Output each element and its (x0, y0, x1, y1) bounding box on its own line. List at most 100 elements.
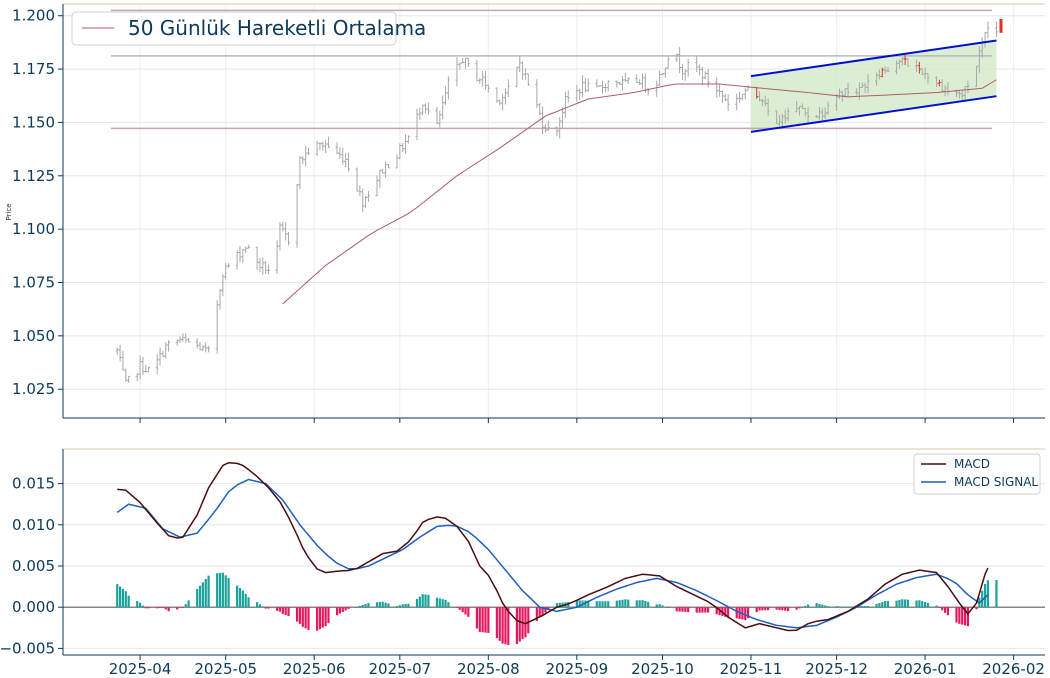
price-bar (678, 47, 682, 74)
histogram-bar (355, 606, 359, 608)
price-legend-box (71, 11, 397, 46)
histogram-bar (815, 603, 818, 608)
price-bar (917, 61, 921, 74)
histogram-bar (176, 607, 179, 610)
histogram-bar (864, 606, 867, 608)
price-bar (680, 64, 684, 81)
price-bar (766, 98, 770, 117)
price-bar (247, 244, 251, 249)
price-bar (498, 99, 502, 106)
price-bar (147, 366, 151, 373)
price-bar (760, 98, 764, 106)
price-bar (555, 126, 559, 137)
macd-axes (62, 448, 1045, 656)
histogram-bar (221, 572, 224, 608)
price-bar (444, 86, 448, 106)
price-bar (823, 107, 827, 120)
histogram-bar (644, 601, 647, 608)
price-y-ticks: 1.025 1.050 1.075 1.100 1.125 1.150 1.175 1.200 (12, 7, 63, 398)
x-tick-label: 2025-04 (109, 660, 172, 678)
histogram-bar (321, 607, 324, 628)
price-bar (366, 191, 370, 202)
histogram-bar (495, 607, 499, 639)
histogram-bar (216, 573, 219, 608)
histogram-bar (407, 603, 410, 608)
price-bar (666, 55, 670, 69)
price-bar (415, 108, 419, 141)
macd-y-tick-label: −0.005 (0, 639, 55, 657)
price-bar (803, 107, 807, 117)
price-bar (518, 55, 522, 73)
histogram-bar (324, 607, 327, 627)
signal-legend-label: MACD SIGNAL (954, 475, 1038, 489)
price-bar (466, 57, 470, 67)
price-bar (264, 261, 268, 275)
histogram-bar (735, 607, 738, 619)
histogram-bar (898, 599, 901, 608)
histogram-bar (415, 598, 419, 608)
price-bar (800, 103, 804, 110)
price-bar (418, 107, 422, 120)
x-tick-label: 2025-12 (805, 660, 868, 678)
histogram-bar (761, 607, 764, 611)
price-bar (441, 95, 445, 120)
histogram-bar (427, 594, 430, 608)
histogram-bar (627, 599, 630, 608)
histogram-bar (184, 604, 187, 608)
histogram-bar (555, 603, 558, 608)
price-bar (483, 70, 487, 90)
price-bar (695, 56, 699, 72)
price-bar (798, 105, 801, 116)
histogram-bar (147, 607, 150, 609)
price-bar (820, 108, 824, 121)
x-tick-label: 2025-08 (457, 660, 520, 678)
histogram-bar (595, 601, 598, 608)
price-bar (780, 113, 784, 128)
price-bar (144, 364, 148, 373)
histogram-bar (138, 602, 142, 608)
histogram-bar (795, 607, 798, 610)
price-bar (920, 68, 924, 76)
histogram-bar (178, 607, 182, 608)
histogram-bar (966, 607, 970, 627)
price-bar (523, 68, 527, 81)
price-bar (963, 85, 967, 103)
price-bar (355, 167, 359, 192)
histogram-bar (387, 603, 390, 608)
histogram-bar (238, 588, 242, 608)
histogram-bar (983, 583, 987, 608)
price-bar (184, 333, 188, 343)
histogram-bar (236, 585, 239, 608)
histogram-bar (786, 607, 790, 612)
histogram-bar (995, 580, 998, 608)
histogram-bar (361, 605, 364, 608)
price-bar (863, 82, 867, 93)
price-bar (563, 91, 567, 118)
price-bar (364, 195, 368, 208)
histogram-bar (775, 607, 778, 610)
histogram-bar (575, 600, 578, 608)
histogram-bar (667, 607, 670, 608)
price-bar (461, 57, 465, 64)
price-bar (783, 109, 787, 124)
histogram-bar (607, 601, 610, 608)
price-bar (278, 222, 282, 251)
price-bar (886, 67, 890, 73)
histogram-bar (258, 604, 262, 608)
histogram-bar (518, 607, 521, 642)
macd-y-tick-label: 0.015 (12, 475, 55, 493)
histogram-bar (806, 604, 810, 608)
price-bar (521, 61, 525, 80)
histogram-bar (641, 600, 644, 608)
histogram-bar (946, 607, 950, 616)
price-bar (581, 75, 585, 98)
histogram-bar (587, 600, 590, 608)
price-bar (643, 73, 647, 93)
price-bar (438, 110, 442, 128)
price-bar (618, 81, 622, 86)
histogram-bar (421, 594, 424, 608)
price-bar (621, 76, 625, 91)
histogram-bar (684, 607, 687, 612)
histogram-bar (307, 607, 310, 630)
histogram-bar (227, 578, 230, 608)
